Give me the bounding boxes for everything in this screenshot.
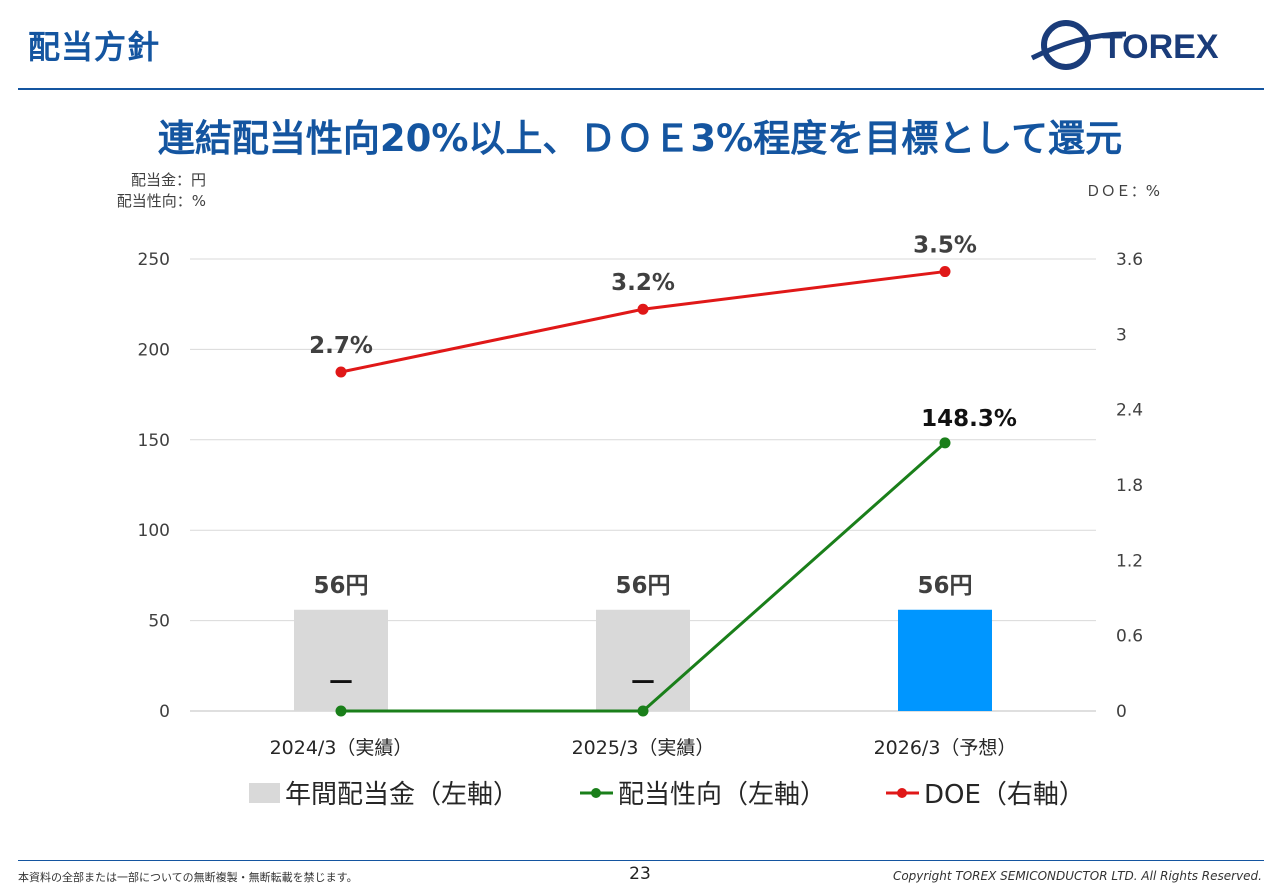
right-tick-label: 3.6 xyxy=(1116,250,1143,270)
doe-label: 3.5% xyxy=(913,233,977,259)
left-tick-label: 100 xyxy=(138,521,170,541)
legend-bar-swatch xyxy=(249,783,280,803)
dividend-bar-label: 56円 xyxy=(313,573,368,599)
page-number: 23 xyxy=(629,864,651,884)
logo-ring-icon xyxy=(1041,20,1091,70)
right-tick-label: 0 xyxy=(1116,702,1127,722)
logo-swoosh-icon xyxy=(1030,31,1127,61)
right-tick-label: 1.8 xyxy=(1116,476,1143,496)
dividend-bar-label: 56円 xyxy=(615,573,670,599)
left-unit-dividend: 配当金：円 xyxy=(130,171,206,189)
payout-ratio-point xyxy=(637,705,649,717)
dividend-chart: 0 50 100 150 200 250 0 0.6 1.2 1.8 2.4 3 3.6 2024/3（実… xyxy=(138,233,1144,810)
right-tick-label: 0.6 xyxy=(1116,627,1143,647)
left-tick-label: 250 xyxy=(138,250,170,270)
footer-notice: 本資料の全部または一部についての無断複製・無断転載を禁じます。 xyxy=(18,871,358,884)
right-tick-label: 1.2 xyxy=(1116,551,1143,571)
payout-ratio-point xyxy=(335,705,347,717)
doe-label: 3.2% xyxy=(611,270,675,296)
left-tick-label: 0 xyxy=(159,702,170,722)
left-axis-units: 配当金：円 配当性向：% xyxy=(96,170,206,212)
doe-point xyxy=(637,303,649,315)
left-tick-label: 200 xyxy=(138,340,170,360)
doe-label: 2.7% xyxy=(309,333,373,359)
dividend-bar-label: 56円 xyxy=(917,573,972,599)
payout-ratio-label: － xyxy=(327,666,355,699)
legend-doe-marker xyxy=(897,788,907,798)
dividend-bar xyxy=(898,609,992,711)
dividend-bar xyxy=(596,609,690,711)
dividend-bar xyxy=(294,609,388,711)
left-unit-payout: 配当性向：% xyxy=(116,192,206,210)
right-tick-label: 3 xyxy=(1116,325,1127,345)
left-tick-label: 50 xyxy=(148,612,170,632)
payout-ratio-label: 148.3% xyxy=(921,406,1017,432)
doe-point xyxy=(939,266,951,278)
payout-ratio-label: － xyxy=(629,666,657,699)
legend-dividend-label: 年間配当金（左軸） xyxy=(285,780,519,810)
header-divider xyxy=(18,88,1264,90)
payout-ratio-point xyxy=(939,437,951,449)
right-tick-label: 2.4 xyxy=(1116,401,1143,421)
torex-logo: TOREX xyxy=(1030,20,1219,70)
page-headline: 連結配当性向20%以上、ＤＯＥ3%程度を目標として還元 xyxy=(157,117,1123,160)
left-tick-label: 150 xyxy=(138,431,170,451)
right-axis-unit: ＤＯＥ：% xyxy=(1085,182,1160,200)
legend-doe-label: DOE（右軸） xyxy=(924,780,1085,810)
category-label: 2024/3（実績） xyxy=(270,737,413,759)
doe-point xyxy=(335,366,347,378)
footer-divider xyxy=(18,860,1264,861)
logo-text: TOREX xyxy=(1102,28,1219,66)
category-label: 2026/3（予想） xyxy=(874,737,1017,759)
legend-payout-label: 配当性向（左軸） xyxy=(618,780,826,810)
category-label: 2025/3（実績） xyxy=(572,737,715,759)
section-title: 配当方針 xyxy=(28,28,161,66)
legend-payout-marker xyxy=(591,788,601,798)
footer-copyright: Copyright TOREX SEMICONDUCTOR LTD. All R… xyxy=(892,869,1262,883)
